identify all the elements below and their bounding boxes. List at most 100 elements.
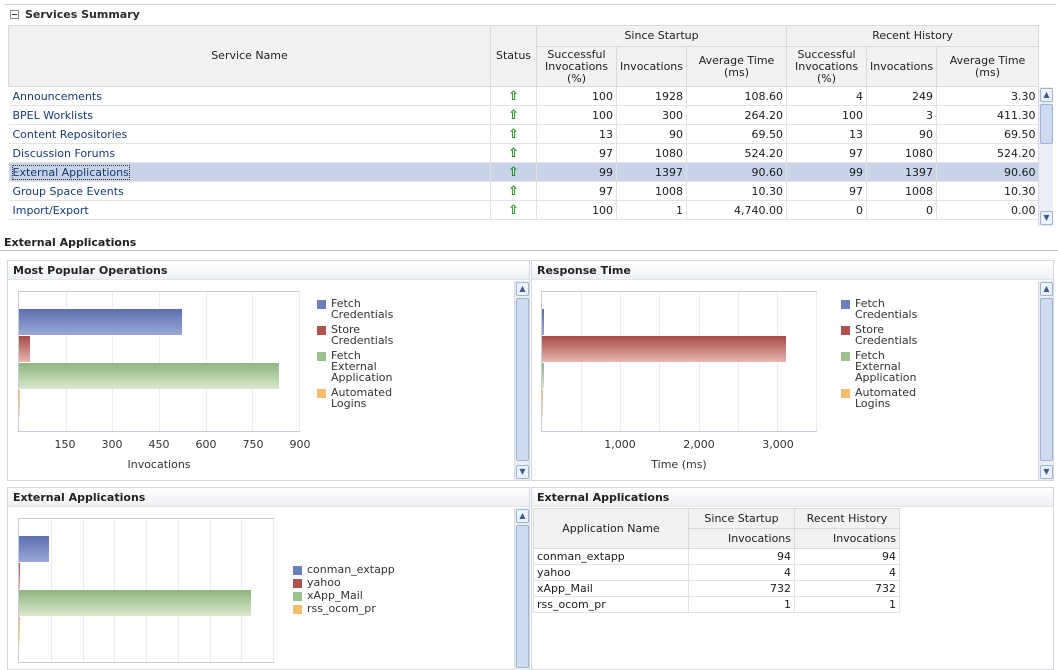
rh-invocations-cell: 1080 [866,143,937,163]
col-ss-successful[interactable]: Successful Invocations (%) [536,46,617,87]
scroll-down-icon[interactable]: ▼ [1040,211,1053,225]
ss-average-time-cell: 264.20 [685,105,787,125]
rh-average-time-cell: 411.30 [936,105,1039,125]
service-name-text[interactable]: Import/Export [12,203,89,217]
bar-automated-logins[interactable] [19,390,20,416]
bar-fetch-credentials[interactable] [19,309,182,335]
scroll-thumb[interactable] [1040,298,1053,461]
bar-fetch-external-application[interactable] [542,363,544,389]
table-row[interactable]: BPEL Worklists ⇧ 100 300 264.20 100 3 411.30 [8,105,1039,125]
col-group-recent-history: Recent History [786,25,1040,47]
rh-invocations-cell: 90 [866,124,937,144]
ss-invocations-cell: 1397 [616,162,687,182]
service-name-link[interactable]: Announcements [8,86,491,106]
scroll-thumb[interactable] [1040,104,1053,144]
col-group-since-startup: Since Startup [535,25,788,47]
status-cell: ⇧ [490,105,537,125]
table-row[interactable]: Group Space Events ⇧ 97 1008 10.30 97 1008 10.3… [8,181,1039,201]
status-up-icon: ⇧ [508,145,519,161]
service-name-link[interactable]: External Applications [8,162,491,182]
table-row[interactable]: Content Repositories ⇧ 13 90 69.50 13 90 69.50 [8,124,1039,144]
col-rh-successful[interactable]: Successful Invocations (%) [786,46,868,87]
bar-store-credentials[interactable] [542,336,786,362]
app-name-cell: xApp_Mail [533,580,689,597]
col-ss-average-time[interactable]: Average Time (ms) [685,46,788,87]
popular-operations-legend: Fetch Credentials Store Credentials Fetch … [317,298,407,413]
services-summary-panel: Services Summary Service Name Status Sin… [4,4,1056,229]
scroll-up-icon[interactable]: ▲ [1040,282,1053,296]
service-name-text[interactable]: BPEL Worklists [12,108,94,122]
col-application-name[interactable]: Application Name [533,508,689,549]
external-apps-plot [18,518,274,663]
response-time-scrollbar[interactable]: ▲ ▼ [1038,281,1053,480]
table-row[interactable]: yahoo 4 4 [533,564,900,581]
service-name-text[interactable]: Group Space Events [12,184,124,198]
collapse-icon[interactable] [10,10,19,19]
status-cell: ⇧ [490,143,537,163]
bar-fetch-external-application[interactable] [19,363,279,389]
table-row[interactable]: External Applications ⇧ 99 1397 90.60 99 1397 9… [8,162,1039,182]
scroll-thumb[interactable] [516,525,529,668]
table-row[interactable]: Discussion Forums ⇧ 97 1080 524.20 97 1080 524.… [8,143,1039,163]
external-apps-chart-scrollbar[interactable]: ▲ [514,508,529,670]
legend-item: Store Credentials [841,324,931,346]
external-apps-legend: conman_extapp yahoo xApp_Mail rss_ocom_pr [293,564,403,616]
external-apps-table-panel: External Applications Application Name S… [531,487,1054,670]
ss-invocations-cell: 90 [616,124,687,144]
bar-store-credentials[interactable] [19,336,30,362]
service-name-link[interactable]: Content Repositories [8,124,491,144]
bar-xapp-mail[interactable] [19,590,251,616]
services-scrollbar[interactable]: ▲ ▼ [1038,87,1053,226]
bar-fetch-credentials[interactable] [542,309,544,335]
rh-successful-cell: 0 [786,200,867,220]
ss-successful-cell: 97 [536,181,617,201]
col-service-name[interactable]: Service Name [8,25,491,87]
service-name-link[interactable]: Import/Export [8,200,491,220]
rh-average-time-cell: 0.00 [936,200,1039,220]
scroll-up-icon[interactable]: ▲ [516,509,529,523]
service-name-text[interactable]: Content Repositories [12,127,128,141]
service-name-link[interactable]: BPEL Worklists [8,105,491,125]
scroll-thumb[interactable] [516,298,529,461]
rh-invocations-cell: 1 [794,596,900,613]
table-row[interactable]: rss_ocom_pr 1 1 [533,596,900,613]
legend-item: xApp_Mail [293,590,403,601]
rh-successful-cell: 13 [786,124,867,144]
table-row[interactable]: xApp_Mail 732 732 [533,580,900,597]
service-name-link[interactable]: Discussion Forums [8,143,491,163]
ss-invocations-cell: 1 [688,596,795,613]
table-row[interactable]: Announcements ⇧ 100 1928 108.60 4 249 3.30 [8,86,1039,106]
external-apps-chart-panel: External Applications conman_extapp yahoo… [7,487,530,670]
status-cell: ⇧ [490,200,537,220]
col-status[interactable]: Status [490,25,537,87]
scroll-down-icon[interactable]: ▼ [1040,465,1053,479]
service-name-text[interactable]: Discussion Forums [12,146,116,160]
legend-swatch [293,592,302,601]
col-ss-invocations[interactable]: Invocations [616,46,687,87]
bar-rss-ocom-pr[interactable] [19,617,20,643]
service-name-text[interactable]: Announcements [12,89,102,103]
service-name-link[interactable]: Group Space Events [8,181,491,201]
service-name-text[interactable]: External Applications [11,164,130,180]
services-summary-header[interactable]: Services Summary [4,5,1056,24]
col-rh-invocations[interactable]: Invocations [794,528,900,549]
table-row[interactable]: Import/Export ⇧ 100 1 4,740.00 0 0 0.00 [8,200,1039,220]
col-rh-invocations[interactable]: Invocations [866,46,938,87]
status-up-icon: ⇧ [508,183,519,199]
legend-item: Fetch Credentials [317,298,407,320]
bar-yahoo[interactable] [19,563,20,589]
bar-conman-extapp[interactable] [19,536,49,562]
ss-invocations-cell: 1008 [616,181,687,201]
x-tick-label: 450 [148,438,170,451]
ss-invocations-cell: 732 [688,580,795,597]
bar-automated-logins[interactable] [542,390,543,416]
scroll-up-icon[interactable]: ▲ [516,282,529,296]
popular-operations-scrollbar[interactable]: ▲ ▼ [514,281,529,480]
status-up-icon: ⇧ [508,202,519,218]
scroll-down-icon[interactable]: ▼ [516,465,529,479]
table-row[interactable]: conman_extapp 94 94 [533,548,900,565]
col-rh-average-time[interactable]: Average Time (ms) [936,46,1040,87]
legend-label: yahoo [307,576,341,589]
col-ss-invocations[interactable]: Invocations [688,528,795,549]
scroll-up-icon[interactable]: ▲ [1040,88,1053,102]
